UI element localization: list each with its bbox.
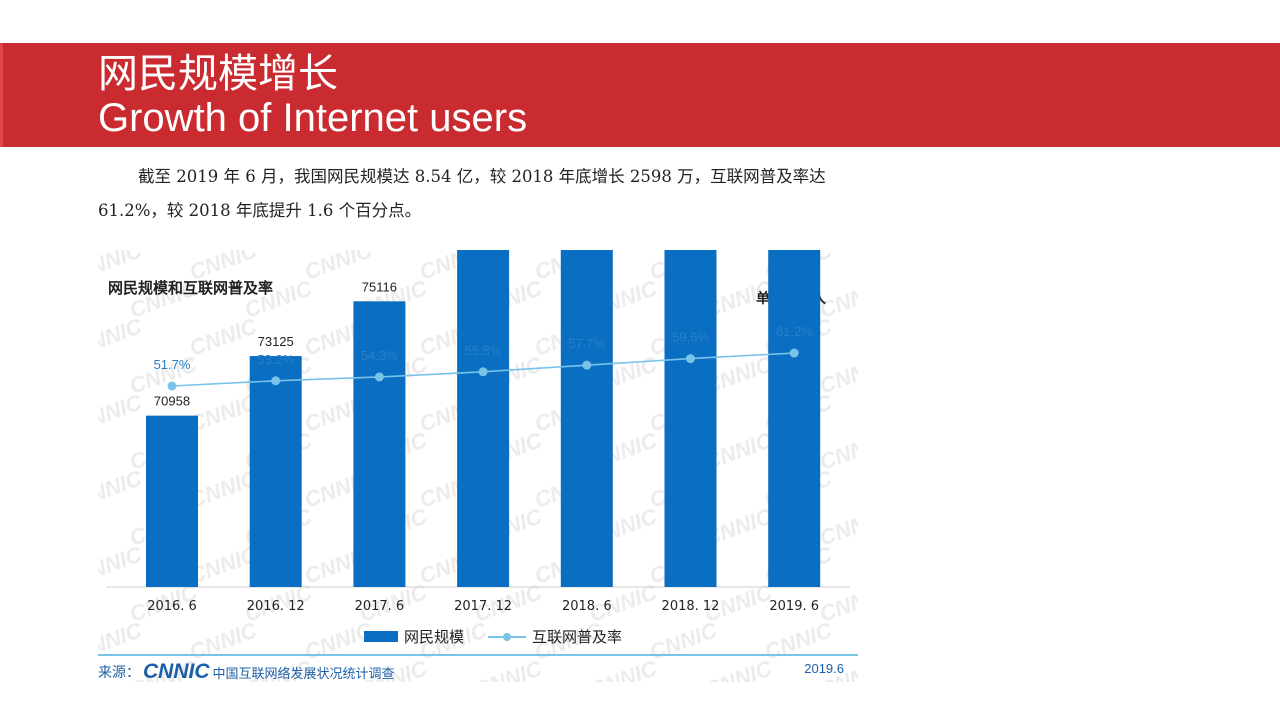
rate-value-label: 59.6% — [672, 330, 709, 345]
x-tick-label: 2018. 12 — [662, 599, 720, 614]
source-organization: 中国互联网络发展状况统计调查 — [212, 666, 395, 682]
page-title-english: Growth of Internet users — [98, 96, 528, 140]
bar-4 — [560, 250, 613, 587]
rate-value-label: 57.7% — [568, 336, 605, 351]
rate-value-label: 51.7% — [154, 357, 191, 372]
x-tick-label: 2018. 6 — [562, 599, 612, 614]
summary-paragraph: 截至 2019 年 6 月，我国网民规模达 8.54 亿，较 2018 年底增长… — [98, 167, 826, 220]
rate-point-3 — [478, 367, 488, 377]
banner-edge — [0, 43, 3, 147]
legend-bar-label: 网民规模 — [404, 628, 465, 646]
chart-panel: CNNIC CNNIC CNNIC CNNIC CNNIC CNNIC CNNIC CNNIC… — [98, 250, 858, 682]
rate-value-label: 61.2% — [776, 324, 813, 339]
watermark-text: CNNIC — [761, 617, 836, 665]
rate-point-5 — [686, 354, 695, 364]
bar-2 — [353, 301, 406, 587]
bar-value-label: 73125 — [258, 334, 294, 349]
watermark-text: CNNIC — [186, 617, 261, 665]
source-line: 来源： CNNIC 中国互联网络发展状况统计调查 — [98, 660, 395, 682]
bar-6 — [768, 250, 821, 588]
x-tick-label: 2017. 12 — [454, 599, 512, 614]
x-tick-label: 2016. 12 — [247, 599, 305, 614]
watermark-text: CNNIC — [701, 655, 776, 682]
source-label: 来源： — [98, 665, 140, 681]
rate-value-label: 53.2% — [257, 352, 294, 367]
bar-value-label: 75116 — [362, 279, 397, 294]
page-title-chinese: 网民规模增长 — [98, 51, 338, 97]
title-banner — [0, 43, 1280, 147]
legend-line-label: 互联网普及率 — [532, 628, 623, 646]
rate-point-2 — [374, 372, 384, 382]
footer-divider — [98, 654, 858, 656]
source-date: 2019.6 — [804, 661, 844, 676]
chart-legend: 网民规模 互联网普及率 — [364, 626, 622, 647]
x-tick-label: 2019. 6 — [769, 599, 819, 614]
watermark-text: CNNIC — [471, 655, 546, 682]
rate-point-0 — [167, 381, 177, 391]
bar-0 — [146, 415, 198, 587]
x-tick-label: 2016. 6 — [147, 599, 197, 614]
bar-value-label: 70958 — [154, 394, 190, 409]
bar-3 — [457, 250, 510, 587]
rate-point-1 — [271, 376, 281, 386]
x-tick-label: 2017. 6 — [355, 599, 405, 614]
rate-point-4 — [582, 360, 592, 370]
rate-value-label: 55.8% — [465, 343, 502, 358]
cnnic-logo: CNNIC — [143, 660, 210, 682]
legend-bar-swatch — [364, 631, 398, 642]
chart-title: 网民规模和互联网普及率 — [108, 279, 274, 297]
rate-value-label: 54.3% — [361, 348, 398, 363]
watermark-text: CNNIC — [646, 617, 721, 665]
watermark-text: CNNIC — [586, 655, 661, 682]
rate-point-6 — [789, 348, 799, 358]
legend-line-swatch — [488, 632, 527, 641]
watermark-text: CNNIC — [98, 617, 146, 665]
bar-1 — [249, 356, 302, 587]
bar-5 — [664, 250, 717, 587]
